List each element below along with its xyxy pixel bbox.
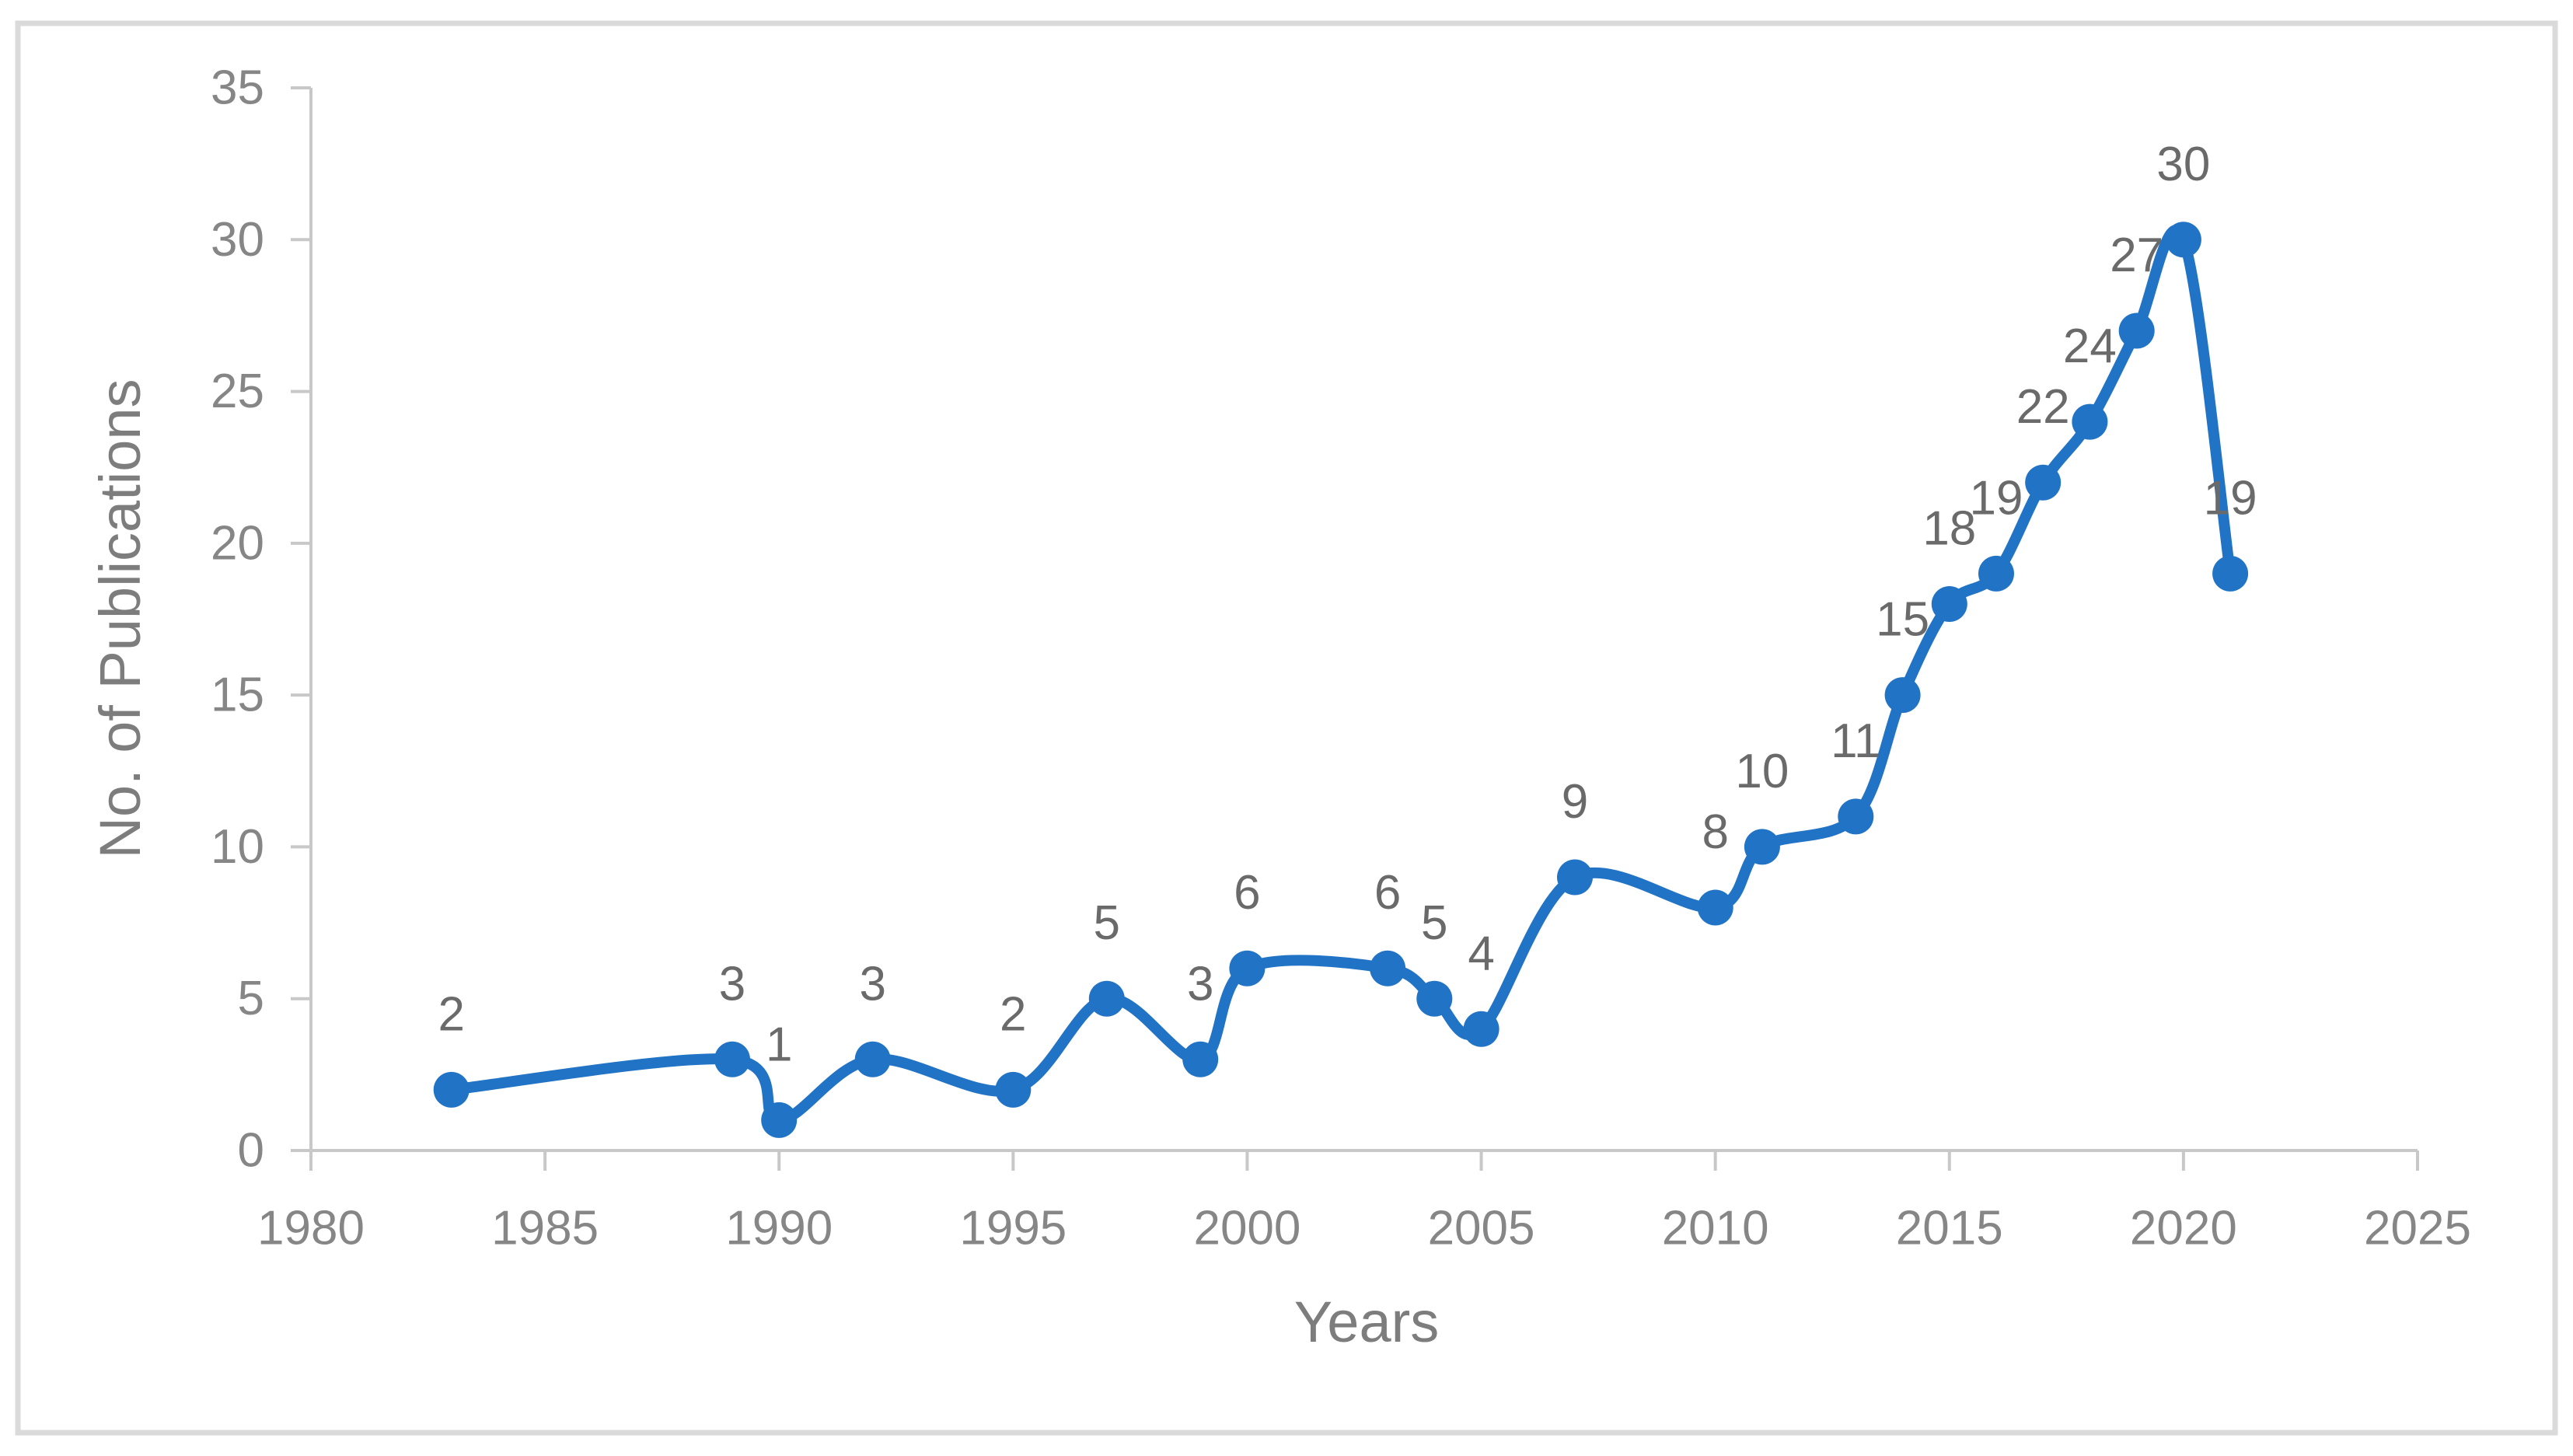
data-point-marker xyxy=(1370,950,1406,986)
data-point-marker xyxy=(1744,829,1780,865)
data-point-marker xyxy=(2072,403,2108,440)
data-point-marker xyxy=(2165,222,2201,258)
axes-layer: 1980 1985 1990 1995 2000 2005 2010 2015 2020 2025… xyxy=(211,61,2471,1255)
data-label: 10 xyxy=(1735,745,1789,798)
data-label: 11 xyxy=(1831,714,1880,768)
data-point-marker xyxy=(1088,980,1125,1017)
data-point-marker xyxy=(1229,950,1266,986)
data-label: 24 xyxy=(2063,319,2117,373)
x-tick-label: 2000 xyxy=(1193,1202,1300,1255)
data-point-marker xyxy=(2118,312,2155,349)
data-label: 18 xyxy=(1922,502,1976,556)
data-point-marker xyxy=(1463,1011,1499,1047)
x-tick-label: 2005 xyxy=(1428,1202,1535,1255)
y-tick-label: 25 xyxy=(211,365,264,418)
y-tick-label: 0 xyxy=(238,1124,264,1178)
data-label: 27 xyxy=(2110,229,2163,282)
x-tick-label: 2010 xyxy=(1662,1202,1769,1255)
data-point-marker xyxy=(854,1041,891,1077)
y-tick-label: 5 xyxy=(238,972,264,1025)
data-label: 19 xyxy=(1970,471,2023,525)
x-axis-title: Years xyxy=(1294,1290,1440,1354)
data-label: 30 xyxy=(2156,138,2210,191)
y-tick-label: 15 xyxy=(211,669,264,722)
data-point-marker xyxy=(1416,980,1453,1017)
data-label: 9 xyxy=(1562,775,1588,829)
data-point-marker xyxy=(2212,555,2249,592)
data-label: 19 xyxy=(2204,471,2257,525)
line-series xyxy=(433,222,2249,1138)
data-label: 5 xyxy=(1421,896,1447,950)
y-tick-label: 10 xyxy=(211,820,264,874)
data-label: 2 xyxy=(438,987,464,1041)
data-point-marker xyxy=(1557,859,1593,896)
y-tick-label: 20 xyxy=(211,516,264,570)
data-label: 2 xyxy=(1000,987,1026,1041)
data-label: 5 xyxy=(1094,896,1120,950)
data-label: 3 xyxy=(859,957,885,1011)
x-tick-label: 1995 xyxy=(959,1202,1067,1255)
data-label: 3 xyxy=(719,957,745,1011)
data-label: 8 xyxy=(1702,805,1728,859)
x-tick-label: 2020 xyxy=(2130,1202,2237,1255)
data-label: 15 xyxy=(1876,593,1929,647)
figure-border xyxy=(15,20,2558,1436)
data-point-marker xyxy=(1697,889,1733,926)
data-label: 6 xyxy=(1374,866,1401,920)
data-point-marker xyxy=(1978,555,2014,592)
data-point-marker xyxy=(714,1041,750,1077)
data-point-marker xyxy=(2025,464,2062,501)
y-tick-label: 35 xyxy=(211,61,264,115)
x-tick-label: 1990 xyxy=(725,1202,833,1255)
x-tick-label: 1985 xyxy=(491,1202,599,1255)
x-tick-label: 2015 xyxy=(1896,1202,2003,1255)
data-point-marker xyxy=(1182,1041,1219,1077)
data-point-marker xyxy=(995,1071,1032,1108)
data-label: 4 xyxy=(1468,927,1494,980)
data-point-marker xyxy=(1931,586,1967,622)
data-label: 6 xyxy=(1234,866,1260,920)
x-tick-label: 2025 xyxy=(2364,1202,2471,1255)
data-point-marker xyxy=(761,1102,798,1138)
y-tick-label: 30 xyxy=(211,213,264,267)
data-label: 1 xyxy=(766,1018,792,1071)
data-label: 3 xyxy=(1187,957,1213,1011)
data-label: 22 xyxy=(2016,380,2070,434)
x-tick-label: 1980 xyxy=(257,1202,365,1255)
data-point-marker xyxy=(1838,798,1874,835)
data-point-marker xyxy=(1884,677,1921,714)
data-point-marker xyxy=(433,1071,470,1108)
y-axis-title: No. of Publications xyxy=(88,379,152,858)
